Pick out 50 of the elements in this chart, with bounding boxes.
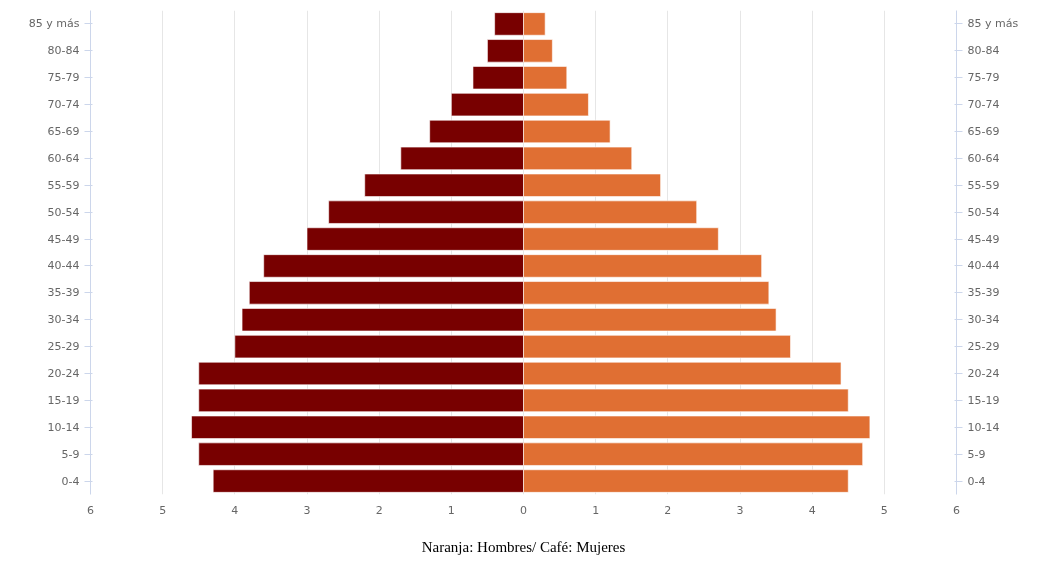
y-tick-label: 20-24	[967, 367, 1000, 380]
category-label: 20-24	[47, 367, 80, 380]
y-tick-label: 25-29	[967, 340, 1000, 354]
x-tick-label: 1	[447, 503, 455, 517]
y-tick-label: 40-44	[967, 259, 1000, 273]
y-tick-label: 75-79	[967, 71, 1000, 85]
text: Naranja: Hombres/ Café: Mujeres	[421, 538, 626, 555]
y-tick-label: 15-19	[967, 393, 1000, 407]
y-tick-label: 60-64	[967, 151, 1000, 165]
y-tick-label: 70-74	[967, 98, 1000, 112]
x-tick-label: 4	[231, 503, 239, 517]
category-label: 5-9	[61, 447, 80, 461]
category-label: 75-79	[47, 71, 80, 85]
y-tick-label: 50-54	[967, 205, 1000, 219]
category-label: 85 y más	[28, 17, 80, 31]
category-label: 50-54	[47, 205, 80, 219]
x-tick-label: 2	[375, 503, 383, 517]
category-label: 40-44	[47, 259, 80, 273]
y-tick-label: 45-49	[967, 232, 1000, 246]
category-label: 70-74	[47, 98, 80, 112]
x-tick-label: 5	[159, 503, 167, 517]
category-label: 55-59	[47, 178, 80, 192]
y-tick-label: 30-34	[967, 313, 1000, 327]
y-tick-label: 80-84	[967, 44, 1000, 58]
x-tick-label: 2	[664, 503, 672, 517]
category-label: 25-29	[47, 340, 80, 354]
y-tick-label: 35-39	[967, 286, 1000, 300]
x-tick-label: 3	[736, 503, 744, 517]
category-label: 60-64	[47, 151, 80, 165]
category-label: 0-4	[61, 474, 80, 488]
y-tick-label: 55-59	[967, 178, 1000, 192]
y-tick-label: 0-4	[967, 474, 986, 488]
category-label: 30-34	[47, 313, 80, 327]
y-tick-label: 85 y más	[967, 17, 1019, 31]
y-tick-label: 10-14	[967, 420, 1000, 434]
x-tick-label: 6	[953, 503, 960, 517]
x-tick-label: 4	[808, 503, 816, 517]
x-tick-label: 6	[87, 503, 94, 517]
y-tick-label: 65-69	[967, 125, 1000, 138]
category-label: 80-84	[47, 44, 80, 58]
y-tick-label: 5-9	[967, 447, 986, 461]
category-label: 15-19	[47, 393, 80, 407]
category-label: 65-69	[47, 125, 80, 138]
category-label: 45-49	[47, 232, 80, 246]
x-tick-label: 0	[520, 503, 527, 517]
x-tick-label: 3	[303, 503, 311, 517]
category-label: 10-14	[47, 420, 80, 434]
category-label: 35-39	[47, 286, 80, 300]
x-tick-label: 5	[880, 503, 888, 517]
x-tick-label: 1	[592, 503, 600, 517]
